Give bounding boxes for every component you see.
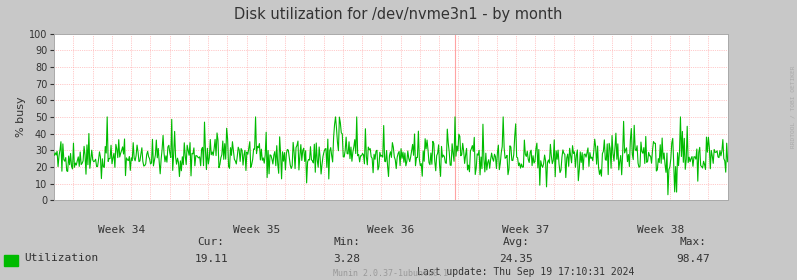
Text: RRDTOOL / TOBI OETIKER: RRDTOOL / TOBI OETIKER <box>791 65 795 148</box>
Text: Munin 2.0.37-1ubuntu0.1: Munin 2.0.37-1ubuntu0.1 <box>333 269 448 278</box>
Text: Last update: Thu Sep 19 17:10:31 2024: Last update: Thu Sep 19 17:10:31 2024 <box>418 267 634 277</box>
Text: Utilization: Utilization <box>25 253 99 263</box>
Text: 3.28: 3.28 <box>333 254 360 264</box>
Text: Cur:: Cur: <box>198 237 225 247</box>
Text: 24.35: 24.35 <box>500 254 533 264</box>
Text: Week 34: Week 34 <box>98 225 145 235</box>
Text: Week 38: Week 38 <box>637 225 684 235</box>
Text: Week 37: Week 37 <box>502 225 549 235</box>
Text: 19.11: 19.11 <box>194 254 228 264</box>
Text: Disk utilization for /dev/nvme3n1 - by month: Disk utilization for /dev/nvme3n1 - by m… <box>234 7 563 22</box>
Text: 98.47: 98.47 <box>677 254 710 264</box>
Text: Week 36: Week 36 <box>367 225 414 235</box>
Text: Week 35: Week 35 <box>233 225 280 235</box>
Text: Max:: Max: <box>680 237 707 247</box>
Text: Min:: Min: <box>333 237 360 247</box>
Text: Avg:: Avg: <box>503 237 530 247</box>
Y-axis label: % busy: % busy <box>16 97 26 137</box>
